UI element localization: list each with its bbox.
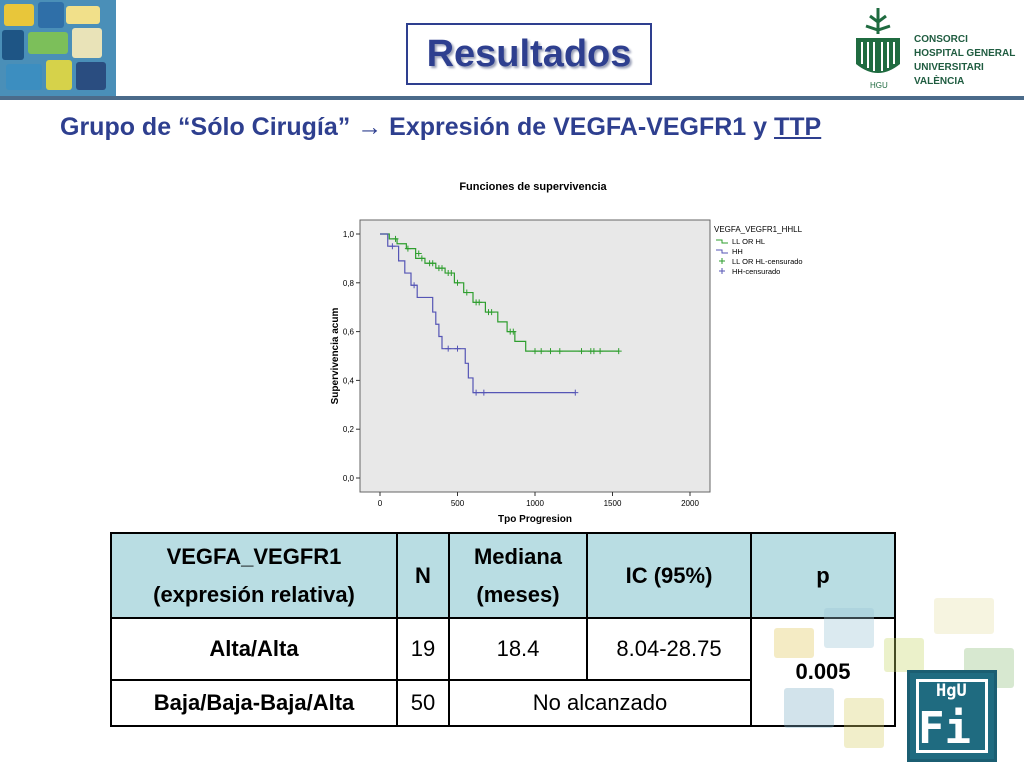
censor-mark (418, 255, 425, 262)
censor-mark (463, 289, 470, 296)
institution-line: UNIVERSITARI (914, 62, 984, 73)
survival-chart-svg: Funciones de supervivencia 0,0 0,2 0,4 0,6 0,… (330, 181, 803, 525)
cell-group: Baja/Baja-Baja/Alta (110, 679, 398, 727)
plot-area (359, 219, 711, 493)
page-title: Resultados (426, 32, 632, 75)
header-ic: IC (95%) (586, 532, 752, 619)
results-table: VEGFA_VEGFR1 (expresión relativa) N Media… (110, 532, 896, 727)
legend-censor-swatch (719, 258, 725, 264)
header-p: p (750, 532, 896, 619)
hgu-logo-big: Fi (918, 703, 971, 754)
x-tick-label: 1500 (604, 499, 622, 508)
header-n: N (396, 532, 450, 619)
censor-mark (454, 345, 461, 352)
legend-entry: HH-censurado (732, 267, 780, 276)
institution-line: HOSPITAL GENERAL (914, 48, 1016, 59)
cell-group: Alta/Alta (110, 617, 398, 681)
censor-mark (389, 243, 396, 250)
censor-mark (597, 348, 604, 355)
hospital-crest-icon: HGU (856, 8, 900, 90)
legend-entry: LL OR HL-censurado (732, 257, 803, 266)
x-tick-label: 1000 (526, 499, 544, 508)
title-box: Resultados (406, 23, 652, 85)
table-row: Alta/Alta 19 18.4 8.04-28.75 0.005 (110, 617, 896, 727)
mosaic-decoration-top-left (0, 0, 116, 96)
censor-mark (488, 309, 495, 316)
censor-mark (572, 389, 579, 396)
censor-mark (476, 299, 483, 306)
y-tick-label: 0,2 (343, 425, 355, 434)
x-tick-label: 500 (451, 499, 465, 508)
series-line-hh (380, 233, 576, 394)
censor-mark (480, 389, 487, 396)
hgu-logo-border (916, 679, 988, 753)
legend-entry: LL OR HL (732, 237, 765, 246)
x-tick-label: 2000 (681, 499, 699, 508)
subtitle-ttp: TTP (774, 113, 822, 141)
censor-mark (404, 245, 411, 252)
censor-mark (439, 265, 445, 272)
institution-line: CONSORCI (914, 34, 968, 45)
header-divider (0, 96, 1024, 100)
censor-mark (532, 348, 538, 355)
censor-mark (429, 260, 436, 267)
cell-n: 50 (396, 679, 450, 727)
censor-mark (454, 279, 461, 286)
header-group: VEGFA_VEGFR1 (expresión relativa) (110, 532, 398, 619)
table-header-row: VEGFA_VEGFR1 (expresión relativa) N Media… (110, 532, 896, 619)
y-tick-label: 0,6 (343, 328, 355, 337)
cell-no-alcanzado: No alcanzado (448, 679, 752, 727)
censor-mark (392, 235, 399, 242)
y-tick-label: 0,0 (343, 474, 355, 483)
survival-chart: Funciones de supervivencia 0,0 0,2 0,4 0,6 0,… (320, 175, 840, 530)
censor-mark (448, 270, 455, 277)
legend-line-swatch (716, 249, 728, 254)
cell-n: 19 (396, 617, 450, 681)
y-tick-label: 1,0 (343, 230, 355, 239)
institution-name: CONSORCI HOSPITAL GENERAL UNIVERSITARI V… (914, 33, 1015, 89)
y-axis-label: Supervivencia acum (330, 308, 341, 405)
censor-mark (547, 348, 554, 355)
x-axis-label: Tpo Progresion (498, 514, 572, 525)
institution-line: VALÈNCIA (914, 76, 965, 87)
legend-title: VEGFA_VEGFR1_HHLL (714, 225, 803, 234)
censor-mark (445, 345, 452, 352)
legend-entry: HH (732, 247, 743, 256)
censor-mark (538, 348, 545, 355)
y-tick-label: 0,4 (343, 376, 355, 385)
hgu-logo-top: HgU (936, 681, 967, 701)
censor-mark (473, 389, 480, 396)
table-row: Baja/Baja-Baja/Alta 50 No alcanzado (110, 679, 895, 727)
series-line-ll-or-hl (380, 233, 619, 352)
cell-p-value: 0.005 (750, 617, 896, 727)
header-mediana: Mediana (meses) (448, 532, 588, 619)
censor-mark (510, 328, 517, 335)
x-tick-label: 0 (378, 499, 383, 508)
censor-mark (415, 250, 422, 257)
svg-text:HGU: HGU (870, 81, 888, 90)
cell-mediana: 18.4 (448, 617, 588, 681)
arrow-icon: → (357, 113, 383, 141)
slide-subtitle: Grupo de “Sólo Cirugía” → Expresión de V… (60, 113, 821, 142)
cell-ic: 8.04-28.75 (586, 617, 752, 681)
censor-mark (556, 348, 563, 355)
y-tick-label: 0,8 (343, 279, 355, 288)
chart-title: Funciones de supervivencia (459, 181, 607, 193)
hgu-fi-logo: HgU Fi (907, 670, 997, 762)
subtitle-prefix: Grupo de “Sólo Cirugía” (60, 113, 358, 141)
mosaic-decoration-bottom-right (764, 588, 1024, 768)
censor-mark (411, 282, 418, 289)
legend-line-swatch (716, 239, 728, 244)
censor-mark (615, 348, 622, 355)
censor-mark (578, 348, 585, 355)
legend-censor-swatch (719, 268, 725, 274)
subtitle-middle: Expresión de VEGFA-VEGFR1 y (382, 113, 775, 141)
censor-mark (590, 348, 597, 355)
